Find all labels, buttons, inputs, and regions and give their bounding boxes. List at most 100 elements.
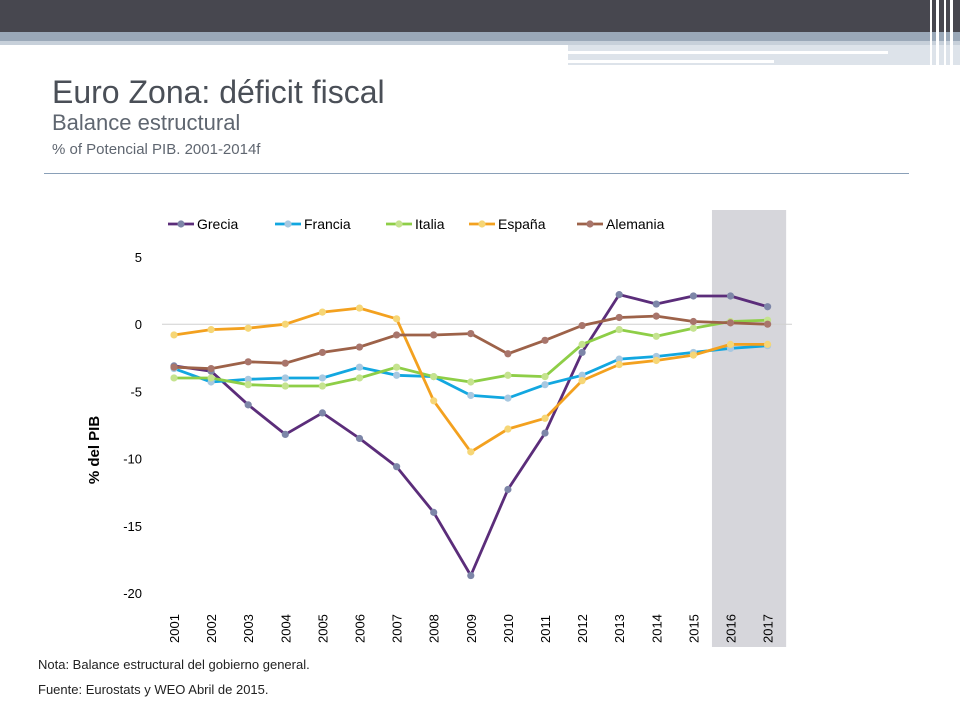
series-grecia bbox=[170, 291, 772, 580]
source-note: Fuente: Eurostats y WEO Abril de 2015. bbox=[38, 682, 269, 697]
data-point bbox=[689, 317, 698, 326]
top-banner bbox=[0, 0, 960, 32]
data-point bbox=[318, 348, 326, 357]
data-point bbox=[244, 401, 252, 409]
x-tick-label: 2002 bbox=[204, 614, 219, 643]
data-point bbox=[170, 363, 178, 371]
series-alemania bbox=[170, 312, 772, 373]
data-point bbox=[281, 320, 289, 328]
y-tick-label: -5 bbox=[130, 384, 142, 399]
data-point bbox=[689, 324, 698, 332]
data-point bbox=[504, 371, 512, 379]
data-point bbox=[355, 434, 364, 443]
data-point bbox=[318, 382, 326, 390]
data-point bbox=[652, 332, 660, 340]
legend-item: Italia bbox=[386, 216, 445, 232]
data-point bbox=[207, 374, 215, 382]
data-point bbox=[170, 374, 178, 382]
data-point bbox=[207, 325, 215, 334]
legend-label: Francia bbox=[304, 216, 351, 232]
data-point bbox=[541, 414, 549, 422]
legend-label: España bbox=[498, 216, 546, 232]
data-point bbox=[541, 429, 549, 437]
header-band bbox=[0, 32, 960, 41]
data-point bbox=[652, 312, 660, 320]
data-point bbox=[504, 394, 512, 402]
data-point bbox=[615, 360, 623, 369]
data-point bbox=[578, 377, 586, 385]
legend-marker bbox=[284, 220, 292, 228]
data-point bbox=[393, 371, 401, 379]
title-divider bbox=[44, 173, 909, 174]
data-point bbox=[689, 351, 698, 359]
data-point bbox=[318, 374, 326, 382]
data-point bbox=[652, 300, 660, 308]
legend-label: Grecia bbox=[197, 216, 238, 232]
data-point bbox=[318, 308, 326, 316]
data-point bbox=[764, 320, 772, 328]
data-point bbox=[281, 374, 289, 382]
legend-item: Francia bbox=[275, 216, 351, 232]
data-point bbox=[281, 430, 289, 439]
x-tick-label: 2004 bbox=[278, 614, 293, 643]
series-line bbox=[173, 344, 768, 400]
data-point bbox=[393, 363, 401, 371]
legend-item: España bbox=[469, 216, 546, 232]
header-stripe-block bbox=[568, 45, 960, 65]
legend-marker bbox=[478, 220, 486, 228]
x-tick-label: 2014 bbox=[649, 614, 664, 643]
x-tick-label: 2011 bbox=[538, 615, 553, 643]
data-point bbox=[504, 485, 512, 494]
legend-label: Italia bbox=[415, 216, 445, 232]
data-point bbox=[541, 381, 549, 389]
y-axis-label: % del PIB bbox=[86, 416, 103, 485]
data-point bbox=[244, 381, 252, 389]
x-tick-label: 2013 bbox=[612, 614, 627, 643]
data-point bbox=[281, 382, 289, 390]
data-point bbox=[430, 397, 438, 405]
data-point bbox=[504, 425, 512, 433]
slide-subtitle: Balance estructural bbox=[52, 110, 241, 135]
data-point bbox=[764, 340, 772, 348]
y-tick-label: -15 bbox=[123, 519, 142, 534]
x-tick-label: 2009 bbox=[464, 614, 479, 643]
data-point bbox=[726, 340, 735, 348]
data-point bbox=[615, 355, 623, 363]
slide-units: % of Potencial PIB. 2001-2014f bbox=[52, 141, 261, 158]
x-tick-label: 2008 bbox=[427, 614, 442, 643]
data-point bbox=[726, 319, 735, 327]
x-tick-label: 2012 bbox=[575, 614, 590, 643]
data-point bbox=[430, 508, 438, 516]
series-francia bbox=[170, 342, 772, 402]
data-point bbox=[726, 292, 735, 300]
data-point bbox=[393, 331, 401, 339]
x-tick-label: 2016 bbox=[724, 614, 739, 643]
data-point bbox=[430, 373, 438, 381]
y-tick-label: -20 bbox=[123, 586, 142, 601]
forecast-shading bbox=[711, 210, 787, 647]
data-point bbox=[355, 304, 364, 312]
data-point bbox=[615, 325, 623, 334]
x-tick-label: 2010 bbox=[501, 614, 516, 643]
x-tick-label: 2017 bbox=[761, 614, 776, 643]
y-tick-label: 0 bbox=[135, 317, 142, 332]
data-point bbox=[578, 348, 586, 357]
legend-item: Alemania bbox=[577, 216, 665, 232]
data-point bbox=[764, 303, 772, 311]
x-tick-label: 2005 bbox=[315, 614, 330, 643]
data-point bbox=[318, 409, 326, 417]
header-band-light bbox=[0, 41, 960, 45]
legend-marker bbox=[586, 220, 594, 228]
data-point bbox=[578, 321, 586, 330]
x-tick-label: 2007 bbox=[390, 614, 405, 643]
data-point bbox=[652, 356, 660, 365]
y-tick-label: 5 bbox=[135, 250, 142, 265]
data-point bbox=[615, 291, 623, 299]
footnote: Nota: Balance estructural del gobierno g… bbox=[38, 657, 310, 672]
data-point bbox=[467, 330, 475, 338]
data-point bbox=[467, 378, 475, 386]
x-tick-label: 2001 bbox=[167, 614, 182, 643]
data-point bbox=[541, 373, 549, 381]
y-tick-label: -10 bbox=[123, 452, 142, 467]
data-point bbox=[244, 324, 252, 332]
